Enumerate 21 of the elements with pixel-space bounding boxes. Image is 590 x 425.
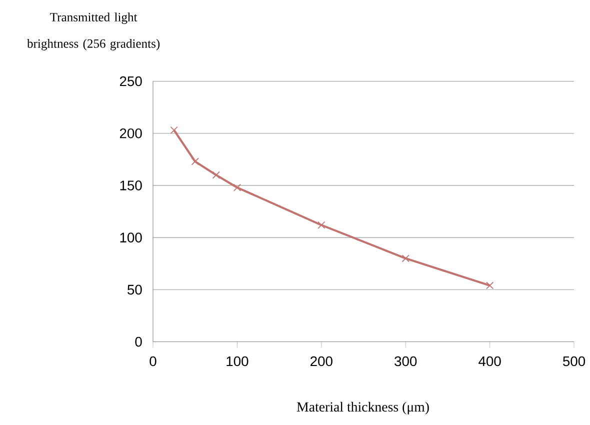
x-axis-title: Material thickness (μm) bbox=[296, 402, 429, 414]
point bbox=[402, 254, 410, 262]
y-axis-title: Transmitted light brightness (256 gradients) bbox=[27, 12, 160, 50]
y-tick-label: 150 bbox=[120, 180, 142, 190]
y-tick-label: 250 bbox=[120, 76, 142, 86]
y-tick-label: 100 bbox=[120, 232, 142, 242]
y-tick-label: 0 bbox=[135, 336, 142, 347]
point bbox=[233, 184, 242, 192]
point bbox=[212, 171, 220, 179]
point bbox=[191, 158, 199, 166]
point bbox=[486, 282, 494, 290]
x-tick-label: 200 bbox=[310, 356, 332, 366]
point bbox=[170, 126, 178, 134]
y-tick-label: 200 bbox=[120, 128, 142, 138]
x-tick-label: 100 bbox=[226, 356, 248, 366]
x-tick-label: 0 bbox=[150, 356, 156, 366]
x-tick-label: 500 bbox=[563, 356, 586, 366]
x-tick-label: 400 bbox=[478, 356, 501, 366]
x-tick-label: 300 bbox=[394, 356, 417, 366]
y-tick-label: 50 bbox=[128, 284, 142, 295]
point bbox=[318, 221, 326, 229]
